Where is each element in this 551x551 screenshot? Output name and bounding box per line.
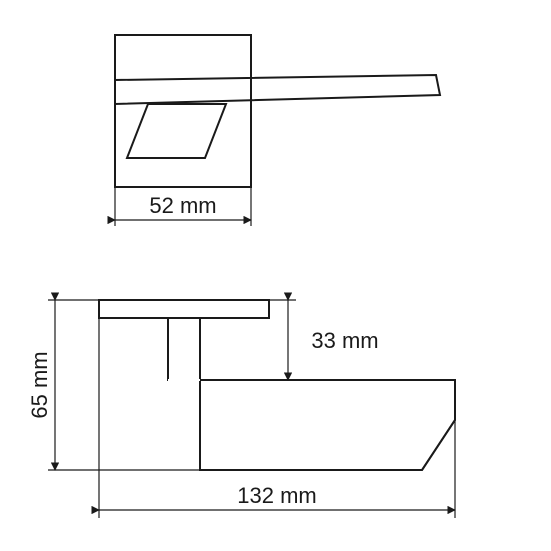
rose-plate-side (99, 300, 269, 318)
neck-side (168, 318, 200, 380)
technical-drawing: 52 mm 65 mm 33 mm 132 mm (0, 0, 551, 551)
dim-label-33: 33 mm (311, 328, 378, 353)
lever-top (115, 75, 440, 104)
dim-label-132: 132 mm (237, 483, 316, 508)
top-view: 52 mm (115, 35, 440, 226)
handle-body-side (168, 380, 455, 470)
dim-label-65: 65 mm (27, 351, 52, 418)
side-view: 65 mm 33 mm 132 mm (27, 300, 455, 518)
dim-label-52: 52 mm (149, 193, 216, 218)
rose-plate-top (115, 35, 251, 187)
tongue-parallelogram (127, 104, 226, 158)
